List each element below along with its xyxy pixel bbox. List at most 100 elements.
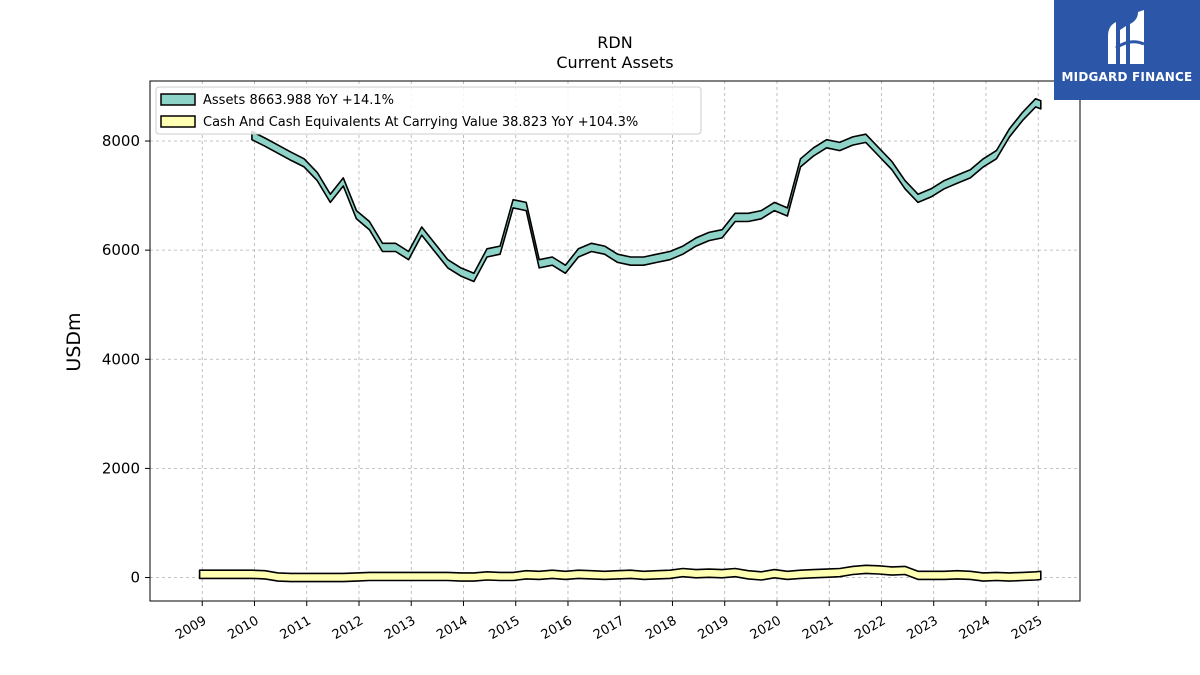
x-tick-label: 2009 [173,613,209,643]
data-point [1034,575,1036,577]
data-point [682,249,684,251]
y-tick-label: 2000 [102,459,140,477]
legend-label-assets: Assets 8663.988 YoY +14.1% [203,93,394,108]
data-point [643,574,645,576]
brand-logo: MIDGARD FINANCE [1054,0,1200,100]
legend-label-cash: Cash And Cash Equivalents At Carrying Va… [203,115,638,130]
data-point [995,154,997,156]
data-point [277,148,279,150]
data-point [1040,104,1042,106]
data-point [238,573,240,575]
series-band-0 [251,97,1042,283]
data-point [407,575,409,577]
data-point [421,230,423,232]
data-point [839,571,841,573]
x-tick-label: 2010 [225,613,261,643]
data-point [682,571,684,573]
data-point [643,260,645,262]
data-point [303,576,305,578]
data-point [473,276,475,278]
data-point [930,574,932,576]
data-point [486,252,488,254]
data-point [316,576,318,578]
data-point [799,573,801,575]
data-point [525,574,527,576]
data-point [786,211,788,213]
data-point [525,205,527,207]
series-layer [198,97,1042,583]
data-point [1021,575,1023,577]
data-point [590,574,592,576]
x-tick-label: 2023 [905,613,941,643]
data-point [264,574,266,576]
data-point [865,568,867,570]
data-point [865,137,867,139]
data-point [329,197,331,199]
data-point [695,573,697,575]
data-point [669,254,671,256]
data-point [930,192,932,194]
data-point [564,268,566,270]
y-ticks: 0 2000 4000 6000 8000 [102,132,150,587]
x-tick-label: 2025 [1009,613,1045,643]
y-tick-label: 8000 [102,132,140,150]
legend-swatch-assets [160,93,196,106]
data-point [1008,576,1010,578]
data-point [499,575,501,577]
data-point [512,203,514,205]
data-point [982,576,984,578]
x-tick-label: 2016 [539,613,575,643]
data-point [434,575,436,577]
data-point [381,246,383,248]
data-point [355,576,357,578]
data-point [277,576,279,578]
y-tick-label: 0 [130,569,140,587]
x-tick-label: 2015 [487,613,523,643]
data-point [564,574,566,576]
data-point [616,257,618,259]
data-point [447,263,449,265]
data-point [473,576,475,578]
data-point [316,175,318,177]
x-ticks: 2009 2010 2011 2012 2013 2014 2015 2016 2017 2018… [173,601,1045,643]
x-tick-label: 2024 [957,613,993,643]
data-point [329,576,331,578]
data-point [786,574,788,576]
midgard-logo-icon [1108,10,1145,64]
data-point [538,574,540,576]
data-point [198,573,200,575]
data-point [447,575,449,577]
data-point [368,575,370,577]
data-point [434,246,436,248]
brand-name: MIDGARD FINANCE [1061,70,1193,84]
data-point [577,252,579,254]
legend: Assets 8663.988 YoY +14.1% Cash And Cash… [155,86,702,135]
data-point [825,572,827,574]
plot-frame [149,80,1081,602]
x-tick-label: 2017 [591,613,627,643]
data-point [381,575,383,577]
data-point [460,576,462,578]
data-point [852,569,854,571]
data-point [852,140,854,142]
data-point [499,249,501,251]
data-point [460,271,462,273]
chart-title: RDN [597,33,632,52]
y-tick-label: 4000 [102,350,140,368]
data-point [747,574,749,576]
data-point [407,254,409,256]
data-point [630,260,632,262]
x-tick-label: 2011 [278,613,314,643]
y-tick-label: 6000 [102,241,140,259]
series-band-1 [198,564,1042,583]
data-point [538,263,540,265]
x-tick-label: 2022 [852,613,888,643]
data-point [551,260,553,262]
data-point [995,575,997,577]
data-point [355,214,357,216]
data-point [290,155,292,157]
chart-subtitle: Current Assets [556,53,673,72]
data-point [708,235,710,237]
data-point [708,572,710,574]
data-point [760,214,762,216]
